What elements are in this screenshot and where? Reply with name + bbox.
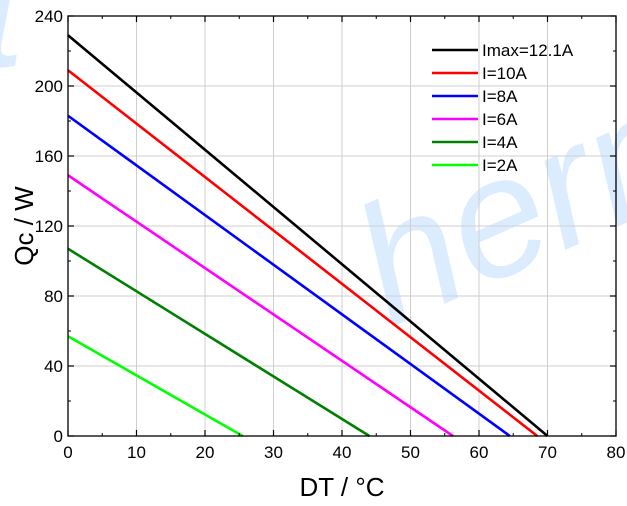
series-line xyxy=(67,174,454,438)
y-tick-label: 200 xyxy=(35,77,63,96)
legend-label: I=6A xyxy=(482,110,518,129)
grid xyxy=(68,16,616,436)
tick-labels: 0 10 20 30 40 50 60 70 80 0 40 80 120 160 200 240 xyxy=(35,7,626,462)
legend-label: Imax=12.1A xyxy=(482,41,574,60)
series-lines xyxy=(67,34,549,438)
legend-label: I=10A xyxy=(482,64,528,83)
x-tick-label: 30 xyxy=(264,443,283,462)
x-tick-label: 10 xyxy=(127,443,146,462)
legend-label: I=8A xyxy=(482,87,518,106)
x-tick-label: 0 xyxy=(63,443,72,462)
y-axis-title: Qc / W xyxy=(9,186,39,266)
x-tick-label: 70 xyxy=(538,443,557,462)
y-tick-label: 80 xyxy=(44,287,63,306)
y-tick-label: 40 xyxy=(44,357,63,376)
y-tick-label: 0 xyxy=(54,427,63,446)
series-line xyxy=(67,247,371,438)
y-tick-label: 120 xyxy=(35,217,63,236)
series-line xyxy=(67,34,549,437)
axis-ticks xyxy=(67,15,617,437)
x-tick-label: 50 xyxy=(401,443,420,462)
legend-label: I=4A xyxy=(482,133,518,152)
x-tick-label: 40 xyxy=(333,443,352,462)
x-tick-label: 20 xyxy=(196,443,215,462)
legend: Imax=12.1A I=10A I=8A I=6A I=4A I=2A xyxy=(432,41,574,175)
y-tick-label: 240 xyxy=(35,7,63,26)
watermark-fragment-1: t xyxy=(0,0,32,103)
watermark-fragment-2: herm xyxy=(328,31,627,362)
series-line xyxy=(67,114,511,438)
series-line xyxy=(67,335,244,438)
series-line xyxy=(67,69,539,438)
legend-label: I=2A xyxy=(482,156,518,175)
y-tick-label: 160 xyxy=(35,147,63,166)
x-axis-title: DT / °C xyxy=(299,472,384,502)
x-tick-label: 80 xyxy=(607,443,626,462)
x-tick-label: 60 xyxy=(470,443,489,462)
